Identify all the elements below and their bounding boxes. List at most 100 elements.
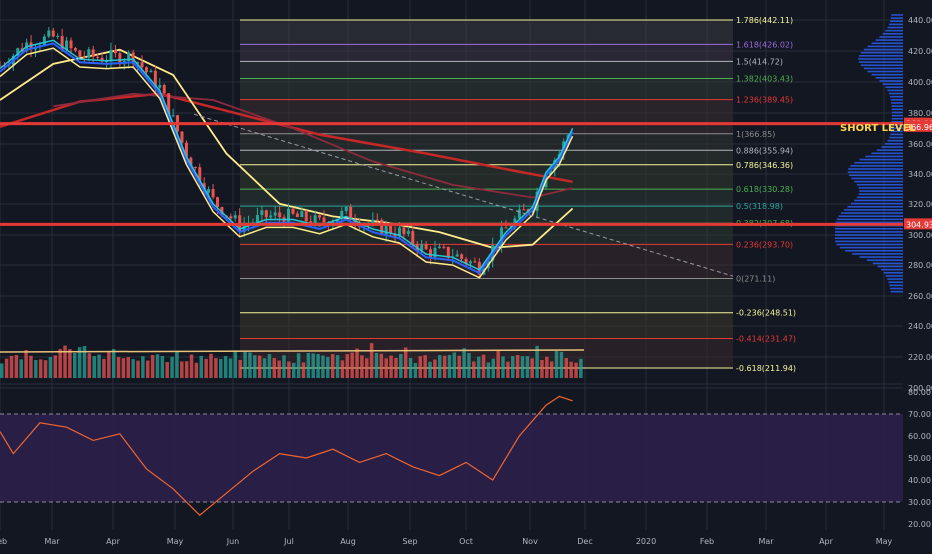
candle-body [91,49,95,57]
volume-profile-bar [871,73,903,76]
candle-body [335,219,339,222]
fib-level-label: -0.414(231.47) [736,334,796,343]
candle-body [282,217,286,224]
candle-body [384,225,388,235]
candle-body [313,215,317,225]
volume-bar [63,345,67,378]
price-axis-tick: 400.00 [908,78,932,87]
volume-profile-bar [890,17,903,19]
volume-profile-bar [890,290,903,293]
volume-profile-bar [888,23,903,26]
candle-body [171,115,175,117]
volume-bar [73,352,77,378]
volume-profile [834,14,903,293]
volume-profile-bar [891,108,903,111]
volume-profile-bar [891,117,903,120]
volume-profile-bar [890,133,903,136]
fib-zone [240,206,733,224]
candle-body [264,210,268,218]
candle-body [51,30,55,37]
candle-body [468,261,472,264]
volume-profile-bar [849,174,903,177]
volume-bar [525,356,530,378]
candle-body [207,189,211,193]
volume-bar [170,356,174,378]
volume-profile-bar [845,249,903,252]
volume-profile-bar [854,161,903,164]
price-tag-label: 366.96 [906,123,932,132]
x-axis-tick: Jul [283,537,294,546]
volume-bar [301,362,306,378]
volume-bar [199,355,204,378]
x-axis-tick: Nov [522,537,538,546]
volume-bar [233,350,238,378]
volume-profile-bar [863,67,903,70]
candle-body [47,30,51,37]
volume-profile-bar [875,77,903,79]
trendline [193,113,734,277]
volume-bar [155,354,160,378]
volume-bar [131,359,135,378]
candle-body [273,212,277,216]
volume-bar [311,353,315,378]
volume-profile-bar [887,139,903,142]
volume-profile-bar [890,20,903,23]
volume-bar [379,353,384,378]
volume-bar [102,358,106,378]
volume-profile-bar [859,256,903,258]
volume-bar [48,356,53,378]
fib-level-label: 1.786(442.11) [736,16,793,25]
volume-bar [4,358,9,378]
candle-body [318,215,322,218]
fib-level-label: 1(366.85) [736,130,775,139]
volume-bar [472,361,476,378]
candle-body [167,93,171,117]
volume-profile-bar [852,253,903,255]
candle-body [16,48,20,56]
volume-bar [447,354,452,378]
candle-body [69,40,73,49]
volume-bar [136,360,140,378]
fib-level-label: 1.5(414.72) [736,57,783,66]
x-axis-tick: Feb [0,537,7,546]
volume-bar [501,356,505,378]
candle-body [42,36,46,46]
volume-bar [180,361,184,378]
price-axis-tick: 360.00 [908,140,932,149]
x-axis-tick: Oct [459,537,473,546]
volume-profile-bar [835,234,903,236]
candle-body [300,211,304,218]
volume-profile-bar [879,80,903,82]
volume-bar [452,352,457,378]
volume-profile-bar [887,89,903,92]
rsi-axis-tick: 70.00 [908,410,931,419]
volume-bar [296,353,301,378]
volume-bar [14,355,19,378]
x-axis-tick: Aug [340,537,356,546]
volume-profile-bar [889,136,903,139]
price-axis-tick: 220.00 [908,353,932,362]
volume-profile-bar [847,205,903,208]
volume-bar [476,356,481,378]
fib-level-label: -0.618(211.94) [736,364,796,373]
volume-profile-bar [885,275,903,277]
candle-body [460,254,464,259]
volume-profile-bar [839,246,903,249]
volume-bar [121,358,126,378]
volume-bar [355,348,359,378]
candle-body [344,206,348,212]
volume-profile-bar [882,83,903,85]
x-axis-tick: Apr [106,537,121,546]
volume-profile-bar [885,29,903,32]
volume-profile-bar [835,227,903,230]
volume-bar [223,356,228,378]
price-axis-tick: 440.00 [908,16,932,25]
candle-body [144,67,148,73]
volume-bar [335,355,340,378]
volume-bar [287,361,291,378]
candle-body [2,65,6,67]
volume-profile-bar [851,177,903,180]
candle-body [411,231,415,245]
